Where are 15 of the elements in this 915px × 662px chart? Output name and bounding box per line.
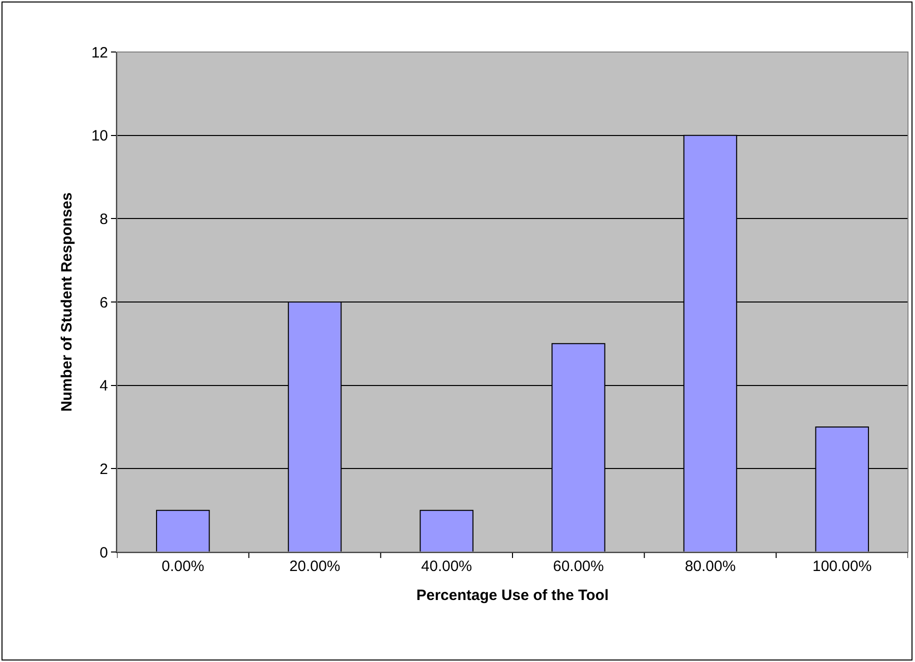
y-tick-label: 0 [100, 544, 108, 562]
y-axis-title: Number of Student Responses [58, 192, 76, 412]
x-tick-label: 80.00% [684, 558, 736, 575]
y-tick-label: 6 [100, 294, 108, 312]
y-tick-label: 12 [91, 44, 108, 62]
x-tick-label: 60.00% [552, 558, 604, 575]
y-tick-label: 4 [100, 378, 108, 395]
x-axis-title: Percentage Use of the Tool [416, 587, 609, 604]
y-tick-label: 10 [91, 128, 108, 145]
x-tick-label: 40.00% [421, 558, 472, 575]
y-tick-label: 2 [100, 460, 108, 478]
y-tick-label: 8 [100, 210, 108, 228]
x-tick-label: 0.00% [162, 558, 204, 575]
x-tick-label: 100.00% [812, 558, 872, 575]
x-tick-label: 20.00% [289, 558, 340, 575]
